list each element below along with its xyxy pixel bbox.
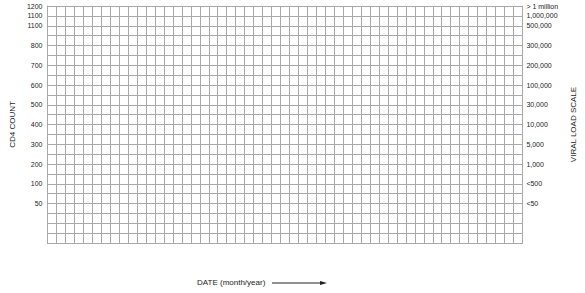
svg-text:1,000,000: 1,000,000 xyxy=(526,12,557,19)
svg-text:100: 100 xyxy=(31,180,43,187)
svg-text:<50: <50 xyxy=(526,200,538,207)
svg-text:700: 700 xyxy=(31,62,43,69)
svg-text:VIRAL LOAD SCALE: VIRAL LOAD SCALE xyxy=(569,87,578,162)
svg-text:1200: 1200 xyxy=(27,3,43,10)
svg-text:100,000: 100,000 xyxy=(526,82,551,89)
svg-text:200: 200 xyxy=(31,161,43,168)
svg-text:500: 500 xyxy=(31,101,43,108)
svg-text:400: 400 xyxy=(31,121,43,128)
svg-text:300: 300 xyxy=(31,141,43,148)
svg-text:200,000: 200,000 xyxy=(526,62,551,69)
svg-text:600: 600 xyxy=(31,82,43,89)
svg-text:50: 50 xyxy=(35,200,43,207)
svg-text:5,000: 5,000 xyxy=(526,141,544,148)
svg-text:1100: 1100 xyxy=(27,22,42,29)
svg-text:30,000: 30,000 xyxy=(526,101,548,108)
svg-text:10,000: 10,000 xyxy=(526,121,548,128)
svg-text:1,000: 1,000 xyxy=(526,161,544,168)
svg-text:DATE (month/year): DATE (month/year) xyxy=(197,278,266,287)
svg-text:<500: <500 xyxy=(526,180,542,187)
svg-text:1100: 1100 xyxy=(27,12,42,19)
svg-text:300,000: 300,000 xyxy=(526,42,551,49)
svg-text:CD4 COUNT: CD4 COUNT xyxy=(8,101,17,148)
svg-text:800: 800 xyxy=(31,42,43,49)
svg-text:> 1 million: > 1 million xyxy=(526,3,558,10)
svg-text:500,000: 500,000 xyxy=(526,22,551,29)
